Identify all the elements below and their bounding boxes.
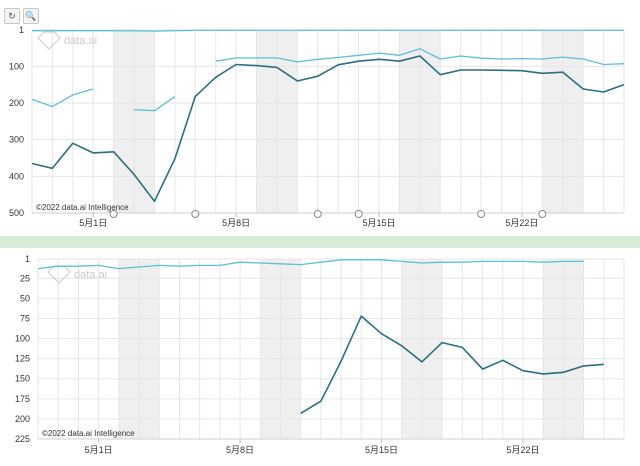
x-tick-label: 5月1日 xyxy=(85,445,113,455)
y-tick-label: 125 xyxy=(15,354,30,364)
watermark-text: data.ai xyxy=(74,269,107,281)
chart-toolbar: ↻ 🔍 xyxy=(4,8,39,24)
watermark: data.ai xyxy=(47,265,107,284)
y-tick-label: 200 xyxy=(9,98,24,108)
annotation-pin-icon xyxy=(191,210,200,218)
y-tick-label: 1 xyxy=(19,25,24,35)
y-tick-label: 50 xyxy=(20,293,30,303)
series-line-1 xyxy=(31,55,625,203)
annotation-pin-icon xyxy=(477,210,486,218)
diamond-logo-icon xyxy=(47,265,71,284)
annotation-marker xyxy=(313,210,322,218)
zoom-icon: 🔍 xyxy=(25,10,37,21)
y-tick-label: 150 xyxy=(15,374,30,384)
chart-panel-1: 1 100 200 300 400 500 5月1日 5月8日 5月15日 5月22日 data.a… xyxy=(9,25,625,228)
y-tick-label: 200 xyxy=(15,414,30,424)
diamond-logo-icon xyxy=(37,31,61,50)
x-tick-label: 5月22日 xyxy=(505,218,538,228)
series-line-3 xyxy=(31,48,625,112)
x-tick-label: 5月8日 xyxy=(222,218,250,228)
y-tick-label: 400 xyxy=(9,171,24,181)
watermark-text: data.ai xyxy=(64,35,97,47)
y-tick-label: 100 xyxy=(9,61,24,71)
annotation-pin-icon xyxy=(538,210,547,218)
watermark: data.ai xyxy=(37,31,97,50)
y-tick-label: 25 xyxy=(20,273,30,283)
y-tick-label: 100 xyxy=(15,334,30,344)
x-tick-label: 5月1日 xyxy=(79,218,107,228)
annotation-marker xyxy=(109,210,118,218)
annotation-pin-icon xyxy=(313,210,322,218)
copyright-text: ©2022 data.ai Intelligence xyxy=(36,203,129,212)
annotation-marker xyxy=(191,210,200,218)
x-tick-label: 5月22日 xyxy=(506,445,539,455)
annotation-marker xyxy=(477,210,486,218)
panel-separator xyxy=(0,236,640,248)
y-tick-label: 500 xyxy=(9,208,24,218)
y-tick-label: 300 xyxy=(9,135,24,145)
series-line-2 xyxy=(37,259,584,270)
x-tick-label: 5月15日 xyxy=(365,445,398,455)
annotation-pin-icon xyxy=(354,210,363,218)
annotation-marker xyxy=(354,210,363,218)
y-tick-label: 175 xyxy=(15,394,30,404)
annotation-pin-icon xyxy=(109,210,118,218)
series-line-2 xyxy=(32,29,624,32)
reset-icon: ↻ xyxy=(8,10,16,21)
annotation-marker xyxy=(538,210,547,218)
x-tick-label: 5月8日 xyxy=(226,445,254,455)
reset-zoom-button[interactable]: ↻ xyxy=(4,8,20,24)
y-tick-label: 1 xyxy=(25,254,30,264)
series-line-1 xyxy=(300,315,604,414)
x-tick-label: 5月15日 xyxy=(363,218,396,228)
y-tick-label: 75 xyxy=(20,313,30,323)
zoom-button[interactable]: 🔍 xyxy=(23,8,39,24)
y-tick-label: 225 xyxy=(15,434,30,444)
copyright-text: ©2022 data.ai Intelligence xyxy=(42,429,135,438)
